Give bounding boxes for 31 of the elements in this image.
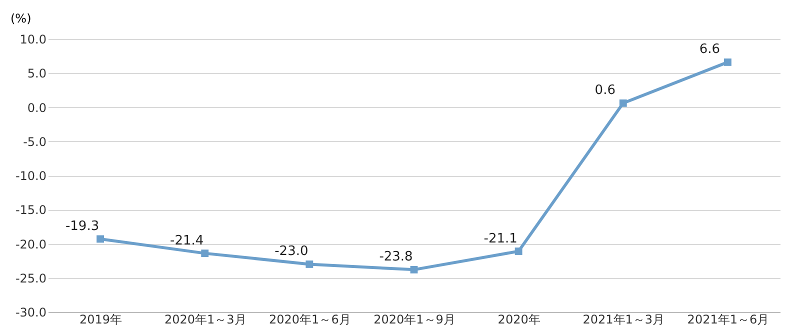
point <box>619 99 627 107</box>
x-tick-label: 2019年 <box>80 312 122 326</box>
point <box>724 58 732 66</box>
point <box>410 266 418 274</box>
y-tick-label: 10.0 <box>20 32 46 46</box>
x-tick-label: 2020年1～3月 <box>164 312 246 326</box>
x-tick-label: 2021年1～3月 <box>582 312 665 326</box>
x-tick-label: 2020年1～9月 <box>374 312 456 326</box>
x-tick-label: 2020年 <box>498 312 540 326</box>
x-tick-label: 2021年1～6月 <box>687 312 770 326</box>
y-tick-label: -20.0 <box>15 237 46 252</box>
x-tick-label: 2020年1～6月 <box>269 312 351 326</box>
data-label: -21.1 <box>484 231 518 246</box>
data-label: -23.0 <box>274 244 308 260</box>
y-tick-label: -5.0 <box>23 134 46 149</box>
y-tick-label: -30.0 <box>15 306 46 320</box>
data-label: -21.4 <box>170 233 204 248</box>
data-label: -19.3 <box>65 218 100 234</box>
y-tick-label: 5.0 <box>27 66 46 81</box>
y-tick-label: -25.0 <box>15 271 46 286</box>
y-tick-label: -10.0 <box>15 169 46 183</box>
point <box>306 260 314 268</box>
point <box>201 250 209 258</box>
data-label: -23.8 <box>379 250 413 265</box>
data-label: 0.6 <box>594 83 616 98</box>
y-axis-title: (%) <box>10 12 32 26</box>
point <box>96 235 104 243</box>
y-tick-label: 0.0 <box>27 100 46 115</box>
y-tick-label: -15.0 <box>15 203 46 218</box>
point <box>514 248 522 255</box>
data-label: 6.6 <box>699 42 720 58</box>
